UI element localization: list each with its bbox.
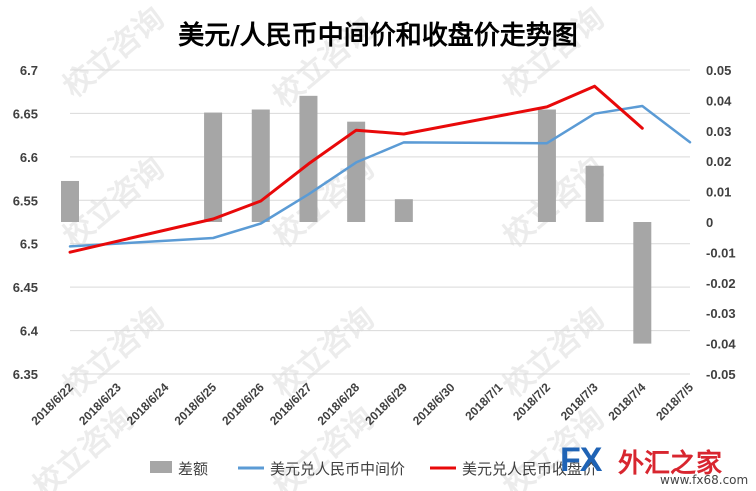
right-axis-tick-label: 0.03 [706, 124, 731, 139]
x-axis-tick-label: 2018/7/5 [653, 380, 696, 423]
right-axis-tick-label: 0.04 [706, 93, 732, 108]
right-axis-tick-label: 0 [706, 215, 713, 230]
legend: 差额 美元兑人民币中间价 美元兑人民币收盘价 [150, 460, 597, 478]
legend-item-diff-label: 差额 [178, 460, 208, 478]
left-axis-tick-label: 6.5 [20, 237, 38, 252]
right-axis-tick-label: -0.05 [706, 367, 736, 382]
bar-diff [394, 199, 413, 222]
x-axis-tick-label: 2018/6/26 [219, 380, 267, 428]
bar-diff [633, 222, 652, 344]
bar-diff [537, 109, 556, 222]
legend-item-close-rate-label: 美元兑人民币收盘价 [462, 460, 597, 478]
left-axis-tick-label: 6.45 [13, 280, 38, 295]
line-mid-rate [68, 104, 692, 248]
line-close-rate [68, 84, 644, 254]
right-axis-tick-label: 0.02 [706, 154, 731, 169]
right-axis-tick-label: -0.04 [706, 337, 736, 352]
left-axis-tick-labels: 6.35 6.4 6.45 6.5 6.55 6.6 6.65 6.7 [13, 63, 39, 382]
legend-item-mid-rate-label: 美元兑人民币中间价 [270, 460, 405, 478]
x-axis-tick-label: 2018/7/4 [605, 380, 648, 423]
left-axis-tick-label: 6.4 [20, 324, 39, 339]
watermark-text: 校立咨询 [267, 301, 381, 405]
bar-diff [204, 112, 223, 222]
right-axis-tick-label: -0.01 [706, 245, 736, 260]
chart-title: 美元/人民币中间价和收盘价走势图 [178, 20, 578, 51]
right-axis-tick-label: -0.03 [706, 306, 736, 321]
fx68-logo: FX 外汇之家 www.fx68.com [560, 441, 750, 487]
line-series [68, 84, 692, 254]
legend-swatch-bar [150, 461, 172, 473]
right-axis-tick-label: 0.05 [706, 63, 731, 78]
x-axis-tick-label: 2018/6/25 [172, 380, 220, 428]
watermark-text: 校立咨询 [57, 1, 171, 105]
right-axis-tick-labels: -0.05 -0.04 -0.03 -0.02 -0.01 0 0.01 0.02 0.03 0.… [706, 63, 736, 382]
bar-diff [347, 121, 366, 222]
x-axis-tick-label: 2018/6/24 [124, 380, 172, 428]
bar-diff [585, 165, 604, 222]
right-axis-tick-label: 0.01 [706, 185, 731, 200]
left-axis-tick-label: 6.35 [13, 367, 38, 382]
x-axis-tick-label: 2018/6/30 [410, 380, 458, 428]
left-axis-tick-label: 6.65 [13, 106, 38, 121]
bar-diff [251, 109, 270, 222]
bar-diff [61, 180, 79, 222]
watermark-text: 校立咨询 [497, 1, 611, 105]
x-axis-tick-label: 2018/6/22 [28, 380, 76, 428]
left-axis-tick-label: 6.7 [20, 63, 38, 78]
x-axis-tick-label: 2018/7/1 [462, 380, 505, 423]
left-axis-tick-label: 6.6 [20, 150, 38, 165]
right-axis-tick-label: -0.02 [706, 276, 736, 291]
brand-cn-text: 外汇之家 [618, 449, 723, 479]
x-axis-tick-label: 2018/6/29 [362, 380, 410, 428]
brand-url-text: www.fx68.com [660, 473, 749, 487]
brand-fx-text: FX [560, 441, 602, 479]
left-axis-tick-label: 6.55 [13, 193, 38, 208]
